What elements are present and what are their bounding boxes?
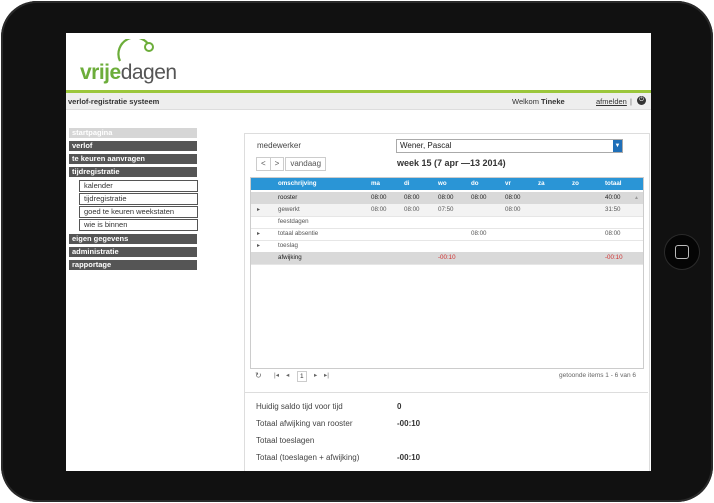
grid-header: omschrijving ma di wo do vr za zo totaal bbox=[251, 178, 643, 190]
summary-row: Totaal afwijking van rooster bbox=[256, 418, 353, 430]
welcome-text: Welkom Tineke bbox=[512, 97, 565, 106]
row-label: toeslag bbox=[278, 242, 298, 249]
grid-pager: ↻ |◂ ◂ 1 ▸ ▸| getoonde items 1 - 6 van 6 bbox=[250, 370, 642, 382]
scroll-up-icon[interactable]: ▲ bbox=[634, 195, 639, 201]
table-row[interactable]: feestdagen bbox=[251, 216, 643, 229]
table-cell: -00:10 bbox=[605, 254, 623, 261]
row-label: rooster bbox=[278, 194, 298, 201]
employee-value: Wener, Pascal bbox=[400, 141, 452, 150]
table-cell: 08:00 bbox=[371, 206, 387, 213]
chevron-down-icon[interactable]: ▼ bbox=[613, 140, 622, 152]
table-cell: 08:00 bbox=[505, 206, 521, 213]
header-accent-line bbox=[66, 90, 651, 93]
sidebar-nav: startpagina verlof te keuren aanvragen t… bbox=[69, 128, 198, 273]
nav-item-verlof[interactable]: verlof bbox=[69, 141, 197, 151]
power-icon[interactable]: ⏻ bbox=[637, 96, 646, 105]
top-bar: verlof-registratie systeem Welkom Tineke… bbox=[66, 93, 651, 110]
home-button[interactable] bbox=[664, 234, 700, 270]
employee-label: medewerker bbox=[257, 141, 302, 150]
prev-page-button[interactable]: ◂ bbox=[286, 372, 290, 379]
summary-label: Totaal toeslagen bbox=[256, 436, 315, 445]
table-row[interactable]: ▸ totaal absentie 08:00 08:00 bbox=[251, 228, 643, 241]
summary-value: -00:10 bbox=[397, 453, 421, 462]
table-cell: 08:00 bbox=[605, 230, 621, 237]
row-label: gewerkt bbox=[278, 206, 300, 213]
table-row[interactable]: ▸ gewerkt 08:00 08:00 07:50 08:00 31:50 bbox=[251, 204, 643, 217]
nav-item-te-keuren-aanvragen[interactable]: te keuren aanvragen bbox=[69, 154, 197, 164]
column-header[interactable]: vr bbox=[505, 180, 511, 187]
logo-arc-icon bbox=[117, 39, 154, 62]
column-header[interactable]: totaal bbox=[605, 180, 622, 187]
next-week-button[interactable]: > bbox=[269, 157, 285, 171]
timesheet-panel: medewerker Wener, Pascal ▼ < > vandaag wee… bbox=[244, 133, 650, 471]
expand-icon[interactable]: ▸ bbox=[257, 242, 261, 249]
nav-item-eigen-gegevens[interactable]: eigen gegevens bbox=[69, 234, 197, 244]
summary-label: Huidig saldo tijd voor tijd bbox=[256, 402, 343, 411]
row-label: totaal absentie bbox=[278, 230, 319, 237]
column-header[interactable]: wo bbox=[438, 180, 447, 187]
today-button[interactable]: vandaag bbox=[285, 157, 327, 171]
nav-subitem-goed-te-keuren-weekstaten[interactable]: goed te keuren weekstaten bbox=[79, 206, 198, 218]
summary-divider bbox=[244, 392, 648, 393]
welcome-prefix: Welkom bbox=[512, 97, 539, 106]
table-cell: 40:00 bbox=[605, 194, 621, 201]
column-header[interactable]: ma bbox=[371, 180, 380, 187]
column-header[interactable]: di bbox=[404, 180, 410, 187]
first-page-button[interactable]: |◂ bbox=[274, 372, 279, 379]
table-cell: 08:00 bbox=[371, 194, 387, 201]
nav-subitem-kalender[interactable]: kalender bbox=[79, 180, 198, 192]
summary-row: Totaal (toeslagen + afwijking) bbox=[256, 452, 359, 464]
summary-label: Totaal (toeslagen + afwijking) bbox=[256, 453, 360, 462]
nav-subitem-wie-is-binnen[interactable]: wie is binnen bbox=[79, 219, 198, 231]
expand-icon[interactable]: ▸ bbox=[257, 206, 261, 213]
nav-item-rapportage[interactable]: rapportage bbox=[69, 260, 197, 270]
column-header[interactable]: za bbox=[538, 180, 545, 187]
logo-text-part2: dagen bbox=[120, 61, 177, 84]
table-cell: 31:50 bbox=[605, 206, 621, 213]
summary-row: Huidig saldo tijd voor tijd bbox=[256, 401, 343, 413]
next-page-button[interactable]: ▸ bbox=[314, 372, 318, 379]
week-label: week 15 (7 apr —13 2014) bbox=[397, 158, 506, 168]
items-count-text: getoonde items 1 - 6 van 6 bbox=[559, 372, 636, 379]
column-header[interactable]: zo bbox=[572, 180, 579, 187]
refresh-icon[interactable]: ↻ bbox=[255, 371, 262, 380]
summary-value: -00:10 bbox=[397, 419, 421, 428]
week-navigation: < > vandaag bbox=[256, 157, 327, 171]
employee-select[interactable]: Wener, Pascal ▼ bbox=[396, 139, 623, 153]
logo-text-part1: vrije bbox=[80, 61, 121, 84]
app-logo[interactable]: vrijedagen bbox=[80, 61, 177, 85]
last-page-button[interactable]: ▸| bbox=[324, 372, 329, 379]
table-cell: 08:00 bbox=[471, 230, 487, 237]
nav-item-administratie[interactable]: administratie bbox=[69, 247, 197, 257]
table-cell: 08:00 bbox=[471, 194, 487, 201]
table-cell: 07:50 bbox=[438, 206, 454, 213]
nav-subitem-tijdregistratie[interactable]: tijdregistratie bbox=[79, 193, 198, 205]
system-title: verlof-registratie systeem bbox=[68, 97, 160, 106]
table-cell: 08:00 bbox=[505, 194, 521, 201]
home-square-icon bbox=[675, 245, 689, 259]
logout-link[interactable]: afmelden bbox=[596, 97, 627, 106]
table-cell: -00:10 bbox=[438, 254, 456, 261]
header-separator: | bbox=[630, 97, 632, 106]
expand-icon[interactable]: ▸ bbox=[257, 230, 261, 237]
table-cell: 08:00 bbox=[404, 194, 420, 201]
row-label: feestdagen bbox=[278, 218, 309, 225]
page-number-input[interactable]: 1 bbox=[297, 371, 307, 382]
prev-week-button[interactable]: < bbox=[256, 157, 271, 171]
summary-value: 0 bbox=[397, 402, 402, 411]
table-cell: 08:00 bbox=[438, 194, 454, 201]
column-header[interactable]: omschrijving bbox=[278, 180, 317, 187]
row-label: afwijking bbox=[278, 254, 302, 261]
app-screen: vrijedagen verlof-registratie systeem We… bbox=[66, 33, 651, 471]
summary-label: Totaal afwijking van rooster bbox=[256, 419, 353, 428]
table-cell: 08:00 bbox=[404, 206, 420, 213]
user-name: Tineke bbox=[541, 97, 565, 106]
nav-item-startpagina[interactable]: startpagina bbox=[69, 128, 197, 138]
timesheet-grid: omschrijving ma di wo do vr za zo totaal rooster… bbox=[250, 177, 644, 369]
table-row[interactable]: afwijking -00:10 -00:10 bbox=[251, 252, 643, 265]
nav-submenu: kalender tijdregistratie goed te keuren … bbox=[69, 180, 198, 231]
summary-row: Totaal toeslagen bbox=[256, 435, 314, 447]
nav-item-tijdregistratie[interactable]: tijdregistratie bbox=[69, 167, 197, 177]
column-header[interactable]: do bbox=[471, 180, 479, 187]
